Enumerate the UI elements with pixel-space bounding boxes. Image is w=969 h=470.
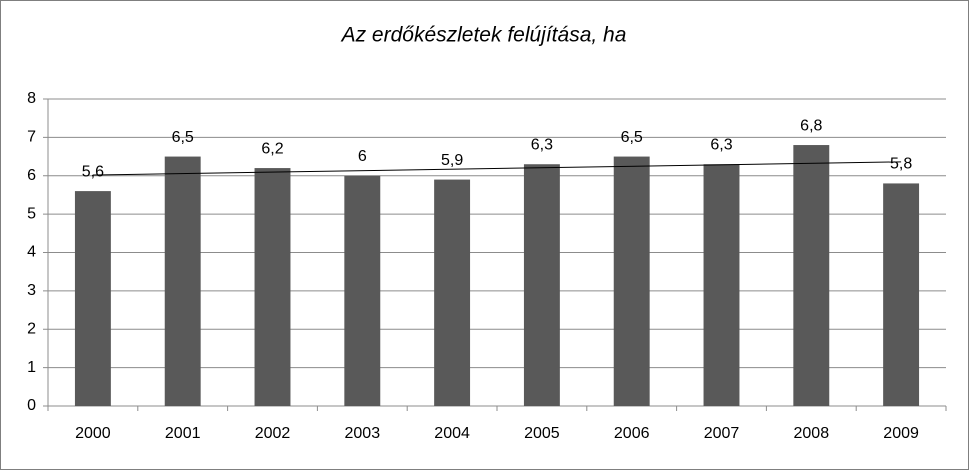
bar	[344, 175, 381, 406]
value-label: 5,8	[890, 156, 912, 173]
y-tick-label: 3	[27, 282, 36, 299]
x-tick-label: 2009	[883, 425, 919, 442]
value-label: 6,3	[710, 136, 732, 153]
x-tick-label: 2001	[165, 425, 201, 442]
bar	[613, 156, 650, 406]
x-tick-label: 2007	[704, 425, 740, 442]
value-label: 5,9	[441, 152, 463, 169]
bar	[254, 168, 291, 406]
y-tick-label: 2	[27, 320, 36, 337]
y-tick-label: 4	[27, 244, 36, 261]
value-label: 6,5	[172, 129, 194, 146]
x-tick-label: 2006	[614, 425, 650, 442]
bar	[434, 179, 471, 406]
bar	[883, 183, 920, 406]
bar	[793, 145, 830, 407]
y-tick-label: 8	[27, 90, 36, 107]
y-tick-label: 7	[27, 129, 36, 146]
value-label: 6,5	[621, 129, 643, 146]
y-tick-label: 5	[27, 205, 36, 222]
x-tick-label: 2004	[434, 425, 470, 442]
bar	[523, 164, 560, 406]
x-tick-label: 2008	[794, 425, 830, 442]
chart-title: Az erdőkészletek felújítása, ha	[340, 24, 627, 47]
x-tick-label: 2005	[524, 425, 560, 442]
value-label: 6	[358, 148, 367, 165]
y-tick-label: 6	[27, 167, 36, 184]
value-label: 5,6	[82, 163, 104, 180]
x-tick-label: 2003	[345, 425, 381, 442]
x-tick-label: 2000	[75, 425, 111, 442]
y-tick-label: 0	[27, 397, 36, 414]
value-label: 6,8	[800, 117, 822, 134]
value-label: 6,2	[261, 140, 283, 157]
x-tick-label: 2002	[255, 425, 291, 442]
y-tick-label: 1	[27, 359, 36, 376]
trend-line	[92, 161, 902, 176]
bar	[703, 164, 740, 406]
value-label: 6,3	[531, 136, 553, 153]
bar	[164, 156, 201, 406]
bar	[74, 191, 111, 406]
